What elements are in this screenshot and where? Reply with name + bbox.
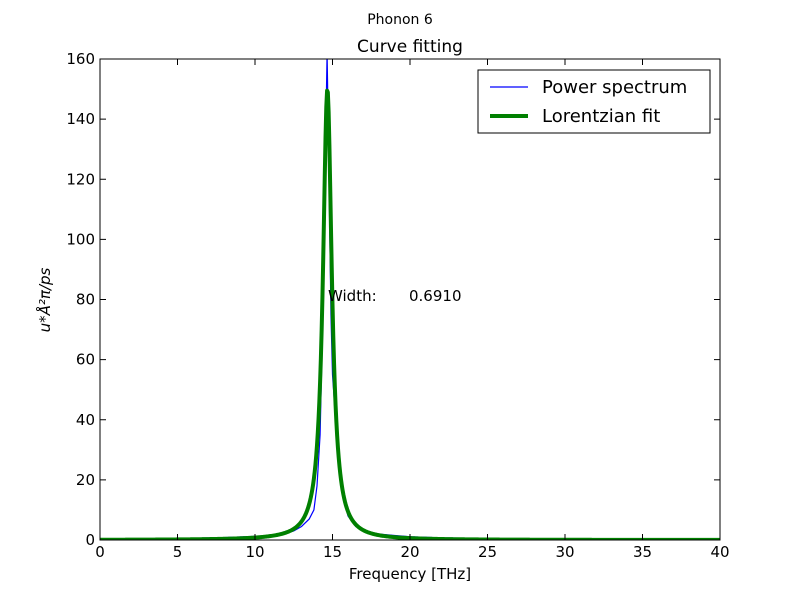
legend: Power spectrum Lorentzian fit (477, 69, 711, 134)
y-tick-label: 140 (66, 110, 95, 128)
y-axis-label: u*Å²π/ps (35, 267, 54, 332)
x-tick-label: 40 (710, 543, 729, 561)
y-tick-label: 40 (76, 411, 95, 429)
legend-label-power-spectrum: Power spectrum (542, 77, 687, 98)
x-tick-label: 35 (633, 543, 652, 561)
legend-label-lorentzian-fit: Lorentzian fit (542, 106, 660, 127)
x-tick-label: 15 (323, 543, 342, 561)
y-tick-label: 60 (76, 351, 95, 369)
x-tick-label: 10 (245, 543, 264, 561)
axis-ticks: 0 5 10 15 20 25 30 35 40 0 20 40 60 80 100 120 140 160 (66, 50, 729, 561)
annotation-width-value: 0.6910 (409, 287, 462, 305)
y-tick-label: 100 (66, 230, 95, 248)
chart-suptitle: Phonon 6 (367, 12, 433, 28)
y-tick-label: 160 (66, 50, 95, 68)
y-tick-label: 0 (85, 531, 95, 549)
y-tick-label: 80 (76, 291, 95, 309)
x-tick-label: 30 (555, 543, 574, 561)
series-lorentzian-fit-line (100, 88, 720, 540)
x-tick-label: 25 (478, 543, 497, 561)
x-tick-label: 20 (400, 543, 419, 561)
legend-box (477, 69, 711, 134)
y-tick-label: 20 (76, 471, 95, 489)
y-tick-label: 120 (66, 170, 95, 188)
chart-title: Curve fitting (357, 37, 463, 57)
annotation-width-label: Width: (328, 287, 377, 305)
x-axis-label: Frequency [THz] (349, 565, 471, 583)
x-tick-label: 5 (173, 543, 183, 561)
x-tick-label: 0 (95, 543, 105, 561)
